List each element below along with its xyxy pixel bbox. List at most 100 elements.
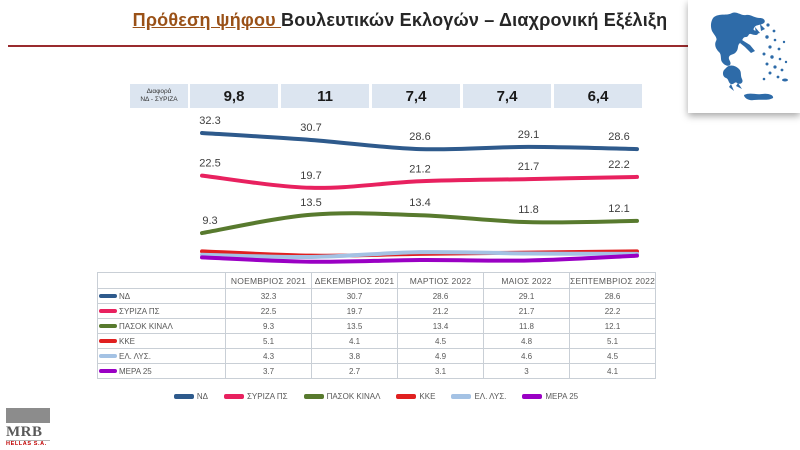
diff-label-line1: Διαφορά xyxy=(146,87,172,95)
table-header-cell: ΜΑΡΤΙΟΣ 2022 xyxy=(397,272,484,289)
page-title-rest: Βουλευτικών Εκλογών – Διαχρονική Εξέλιξη xyxy=(281,10,668,30)
title-rule xyxy=(8,45,690,47)
mera25-line-marker xyxy=(99,369,117,374)
value-cell: 5.1 xyxy=(568,333,657,349)
data-label: 28.6 xyxy=(409,131,430,143)
data-label: 13.4 xyxy=(409,197,430,209)
value-cell: 32.3 xyxy=(225,288,312,304)
party-cell: ΕΛ. ΛΥΣ. xyxy=(97,348,226,364)
ellysi-line-marker xyxy=(451,394,472,399)
kke-line-marker xyxy=(396,394,417,399)
data-label: 21.7 xyxy=(518,161,539,173)
legend-item-pasok: ΠΑΣΟΚ ΚΙΝΑΛ xyxy=(303,392,381,401)
party-name: ΜΕΡΑ 25 xyxy=(119,366,152,376)
value-cell: 22.2 xyxy=(568,303,657,319)
value-cell: 5.1 xyxy=(225,333,312,349)
table-header-cell: ΝΟΕΜΒΡΙΟΣ 2021 xyxy=(225,272,312,289)
data-label: 19.7 xyxy=(300,170,321,182)
nd-line-marker xyxy=(99,294,117,299)
data-label: 21.2 xyxy=(409,163,430,175)
mera25-line-marker xyxy=(522,394,543,399)
mrb-logo: MRB HELLAS S.A. xyxy=(6,408,50,448)
value-cell: 12.1 xyxy=(568,318,657,334)
value-cell: 4.8 xyxy=(483,333,570,349)
pasok-line-marker xyxy=(303,394,324,399)
table-row-kke: ΚΚΕ 5.1 4.1 4.5 4.8 5.1 xyxy=(97,333,657,349)
chart-legend: ΝΔ ΣΥΡΙΖΑ ΠΣ ΠΑΣΟΚ ΚΙΝΑΛ ΚΚΕ ΕΛ. ΛΥΣ. ΜΕ… xyxy=(97,392,655,401)
data-label: 22.5 xyxy=(199,158,220,170)
trend-line xyxy=(200,250,639,260)
table-header-row: ΝΟΕΜΒΡΙΟΣ 2021 ΔΕΚΕΜΒΡΙΟΣ 2021 ΜΑΡΤΙΟΣ 2… xyxy=(97,272,657,289)
legend-label: ΚΚΕ xyxy=(419,392,436,401)
party-cell: ΣΥΡΙΖΑ ΠΣ xyxy=(97,303,226,319)
diff-label-line2: ΝΔ - ΣΥΡΙΖΑ xyxy=(140,96,178,103)
value-cell: 4.5 xyxy=(397,333,484,349)
data-label: 13.5 xyxy=(300,197,321,209)
table-row-pasok: ΠΑΣΟΚ ΚΙΝΑΛ 9.3 13.5 13.4 11.8 12.1 xyxy=(97,318,657,334)
value-cell: 28.6 xyxy=(568,288,657,304)
party-cell: ΠΑΣΟΚ ΚΙΝΑΛ xyxy=(97,318,226,334)
legend-item-ellysi: ΕΛ. ΛΥΣ. xyxy=(451,392,506,401)
data-label: 32.3 xyxy=(199,115,220,127)
value-cell: 29.1 xyxy=(483,288,570,304)
syriza-line-marker xyxy=(223,394,244,399)
trend-line xyxy=(200,173,639,190)
party-cell: ΜΕΡΑ 25 xyxy=(97,363,226,379)
mrb-logo-block xyxy=(6,408,50,423)
table-header-cell: ΜΑΙΟΣ 2022 xyxy=(483,272,570,289)
diff-value-5: 6,4 xyxy=(554,84,642,108)
value-cell: 11.8 xyxy=(483,318,570,334)
value-cell: 9.3 xyxy=(225,318,312,334)
value-cell: 21.2 xyxy=(397,303,484,319)
party-name: ΠΑΣΟΚ ΚΙΝΑΛ xyxy=(119,321,173,331)
value-cell: 3.1 xyxy=(397,363,484,379)
legend-label: ΣΥΡΙΖΑ ΠΣ xyxy=(246,392,288,401)
table-header-empty xyxy=(97,272,226,289)
value-cell: 30.7 xyxy=(311,288,398,304)
page-title: Πρόθεση ψήφου Βουλευτικών Εκλογών – Διαχ… xyxy=(0,10,800,31)
value-cell: 21.7 xyxy=(483,303,570,319)
diff-label: Διαφορά ΝΔ - ΣΥΡΙΖΑ xyxy=(130,84,188,108)
value-cell: 3.7 xyxy=(225,363,312,379)
legend-item-mera25: ΜΕΡΑ 25 xyxy=(522,392,578,401)
data-label: 11.8 xyxy=(518,204,539,216)
party-name: ΕΛ. ΛΥΣ. xyxy=(119,351,151,361)
legend-label: ΜΕΡΑ 25 xyxy=(545,392,579,401)
syriza-line-marker xyxy=(99,309,117,314)
value-cell: 13.4 xyxy=(397,318,484,334)
party-cell: ΚΚΕ xyxy=(97,333,226,349)
value-cell: 4.9 xyxy=(397,348,484,364)
legend-item-nd: ΝΔ xyxy=(173,392,208,401)
table-row-mera25: ΜΕΡΑ 25 3.7 2.7 3.1 3 4.1 xyxy=(97,363,657,379)
trend-line xyxy=(200,253,639,264)
value-cell: 4.1 xyxy=(311,333,398,349)
value-cell: 19.7 xyxy=(311,303,398,319)
data-label: 12.1 xyxy=(608,203,629,215)
diff-value-4: 7,4 xyxy=(463,84,551,108)
data-label: 29.1 xyxy=(518,129,539,141)
legend-item-syriza: ΣΥΡΙΖΑ ΠΣ xyxy=(223,392,288,401)
greece-map-card xyxy=(688,0,800,113)
value-cell: 22.5 xyxy=(225,303,312,319)
party-name: ΝΔ xyxy=(119,291,131,301)
legend-label: ΕΛ. ΛΥΣ. xyxy=(474,392,507,401)
kke-line-marker xyxy=(99,339,117,344)
table-row-ellysi: ΕΛ. ΛΥΣ. 4.3 3.8 4.9 4.6 4.5 xyxy=(97,348,657,364)
trend-line xyxy=(200,211,639,236)
value-cell: 28.6 xyxy=(397,288,484,304)
nd-line-marker xyxy=(173,394,194,399)
ellysi-line-marker xyxy=(99,354,117,359)
party-cell: ΝΔ xyxy=(97,288,226,304)
value-cell: 13.5 xyxy=(311,318,398,334)
table-header-cell: ΣΕΠΤΕΜΒΡΙΟΣ 2022 xyxy=(568,272,657,289)
value-cell: 4.3 xyxy=(225,348,312,364)
legend-label: ΠΑΣΟΚ ΚΙΝΑΛ xyxy=(326,392,381,401)
data-label: 28.6 xyxy=(608,131,629,143)
data-label: 22.2 xyxy=(608,159,629,171)
trend-line xyxy=(200,130,639,152)
page-title-highlight: Πρόθεση ψήφου xyxy=(132,10,282,30)
data-label: 9.3 xyxy=(202,215,217,227)
value-cell: 4.5 xyxy=(568,348,657,364)
